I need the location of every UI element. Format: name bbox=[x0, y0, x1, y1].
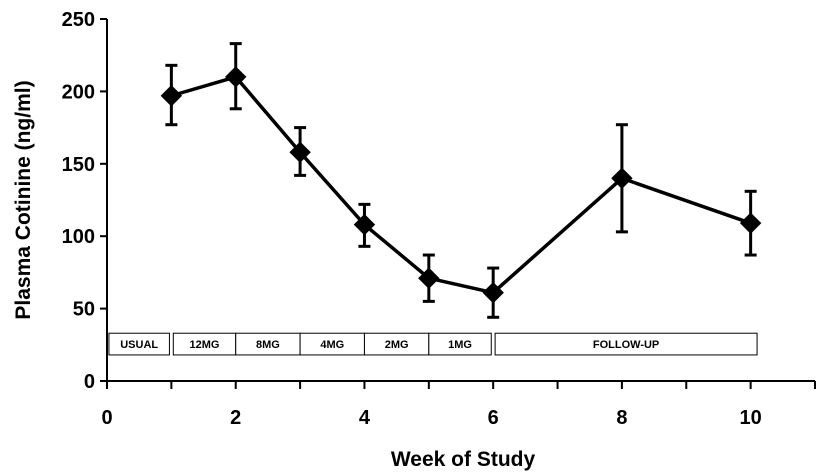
x-tick-label: 8 bbox=[616, 407, 627, 429]
x-tick-label: 6 bbox=[488, 407, 499, 429]
y-tick-label: 0 bbox=[84, 371, 95, 393]
error-bars bbox=[165, 42, 757, 319]
phase-band bbox=[494, 332, 758, 356]
phase-label: FOLLOW-UP bbox=[593, 339, 659, 351]
data-point-diamond bbox=[739, 212, 762, 234]
data-point-diamond bbox=[353, 213, 376, 236]
y-tick-label: 200 bbox=[62, 81, 95, 103]
data-point-diamond bbox=[289, 141, 311, 163]
phase-band bbox=[428, 332, 492, 356]
data-point-diamond bbox=[160, 85, 183, 107]
data-point-diamond bbox=[482, 281, 504, 304]
phase-label: 1MG bbox=[448, 339, 472, 351]
phase-band bbox=[108, 332, 170, 356]
x-tick-label: 10 bbox=[740, 407, 762, 429]
phase-label: 12MG bbox=[190, 339, 220, 351]
x-tick-label: 4 bbox=[359, 407, 371, 429]
x-axis-title: Week of Study bbox=[391, 448, 536, 471]
phase-label: USUAL bbox=[120, 339, 158, 351]
y-tick-label: 100 bbox=[62, 226, 95, 248]
y-tick-label: 150 bbox=[62, 154, 95, 176]
phase-label: 2MG bbox=[385, 339, 409, 351]
phase-bands: USUAL 12MG 8MG 4MG 2MG 1MG FOLLOW-UP bbox=[108, 332, 758, 356]
x-tick-label: 0 bbox=[101, 407, 112, 429]
y-axis-title: Plasma Cotinine (ng/ml) bbox=[12, 80, 35, 319]
data-point-diamond bbox=[225, 66, 247, 88]
phase-label: 8MG bbox=[256, 339, 280, 351]
phase-label: 4MG bbox=[320, 339, 344, 351]
data-markers bbox=[160, 66, 762, 304]
data-point-diamond bbox=[611, 167, 633, 189]
axes bbox=[106, 19, 815, 382]
y-tick-label: 50 bbox=[73, 299, 95, 321]
data-point-diamond bbox=[418, 267, 440, 289]
x-tick-label: 2 bbox=[230, 407, 241, 429]
data-series bbox=[170, 75, 752, 295]
series-line bbox=[170, 75, 752, 295]
ticks: 0 50 100 150 200 250 0 2 4 6 8 10 bbox=[62, 9, 816, 429]
y-tick-label: 250 bbox=[62, 9, 95, 31]
